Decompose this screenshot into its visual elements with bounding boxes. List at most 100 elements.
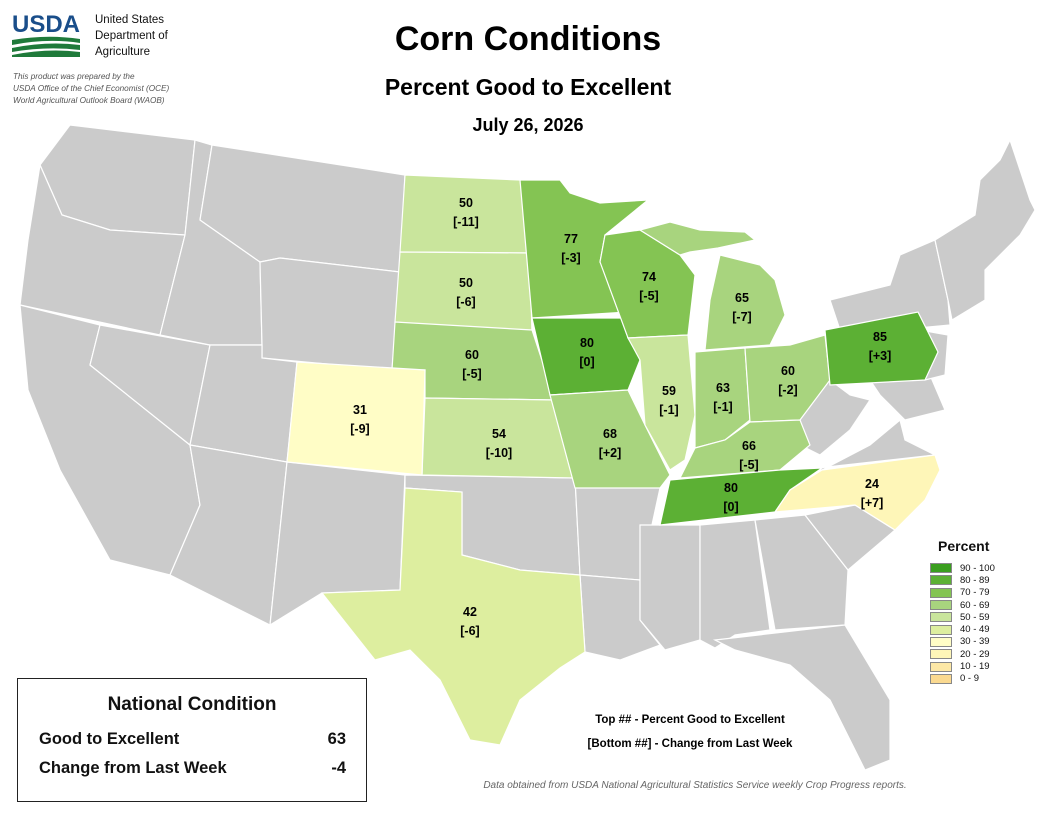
prepared-by-note: This product was prepared by the USDA Of…: [13, 72, 170, 105]
national-row-value: 63: [327, 730, 346, 748]
state-pennsylvania: [824, 311, 939, 386]
legend-swatch: [930, 624, 952, 635]
state-mississippi: [639, 524, 701, 651]
legend-title: Percent: [938, 538, 990, 554]
national-good-excellent-row: Good to Excellent 63: [18, 730, 366, 749]
state-value-label-illinois: 59: [662, 384, 676, 398]
state-change-label-indiana: [-1]: [713, 400, 732, 414]
state-north-dakota: [399, 174, 531, 254]
legend-swatch: [930, 612, 952, 623]
state-change-label-colorado: [-9]: [350, 422, 369, 436]
legend-label: 70 - 79: [960, 587, 990, 599]
state-value-label-indiana: 63: [716, 381, 730, 395]
state-labels: 50 [-11] 50 [-6] 60 [-5] 54 [-10] 31 [-9] 42 [-6] 77…: [350, 196, 891, 638]
state-change-label-wisconsin: [-5]: [639, 289, 658, 303]
source-note: Data obtained from USDA National Agricul…: [483, 780, 907, 791]
legend-item: 90 - 100: [930, 562, 1040, 574]
legend-item: 80 - 89: [930, 574, 1040, 586]
legend-label: 50 - 59: [960, 611, 990, 623]
state-value-label-iowa: 80: [580, 336, 594, 350]
state-value-label-tennessee: 80: [724, 481, 738, 495]
legend-label: 40 - 49: [960, 624, 990, 636]
state-utah: [189, 344, 298, 463]
national-row-label: Good to Excellent: [39, 730, 180, 748]
usda-logo: USDA: [12, 11, 80, 57]
map-subtitle: Percent Good to Excellent: [384, 74, 672, 100]
map-title: Corn Conditions: [394, 20, 662, 58]
state-colorado: [286, 361, 426, 476]
legend-swatch: [930, 649, 952, 660]
state-florida: [712, 624, 891, 771]
state-value-label-minnesota: 77: [564, 232, 578, 246]
legend-swatch: [930, 575, 952, 586]
state-change-label-iowa: [0]: [579, 355, 594, 369]
state-change-label-illinois: [-1]: [659, 403, 678, 417]
state-new-england: [934, 138, 1036, 321]
legend-label: 60 - 69: [960, 599, 990, 611]
state-value-label-pennsylvania: 85: [873, 330, 887, 344]
legend: Percent 90 - 100 80 - 89 70 - 79 60 - 69…: [930, 538, 1040, 685]
state-michigan: [704, 254, 786, 351]
state-value-label-wisconsin: 74: [642, 270, 656, 284]
state-texas: [320, 487, 586, 746]
state-value-label-north-carolina: 24: [865, 477, 879, 491]
state-change-label-south-dakota: [-6]: [456, 295, 475, 309]
legend-label: 30 - 39: [960, 636, 990, 648]
state-change-label-michigan: [-7]: [732, 310, 751, 324]
state-change-label-kentucky: [-5]: [739, 458, 758, 472]
state-missouri: [549, 389, 671, 489]
state-change-label-missouri: [+2]: [599, 446, 622, 460]
label-key-top: Top ## - Percent Good to Excellent: [595, 714, 785, 726]
state-michigan-upper-peninsula: [638, 221, 757, 256]
state-change-label-north-carolina: [+7]: [861, 496, 884, 510]
legend-label: 0 - 9: [960, 673, 980, 685]
national-condition-title: National Condition: [107, 694, 277, 715]
national-row-label: Change from Last Week: [39, 759, 227, 777]
legend-label: 90 - 100: [960, 562, 995, 574]
map-date: July 26, 2026: [472, 115, 584, 135]
label-key: Top ## - Percent Good to Excellent [Bott…: [540, 708, 840, 756]
legend-swatch: [930, 600, 952, 611]
legend-label: 10 - 19: [960, 661, 990, 673]
state-north-carolina: [773, 454, 941, 531]
legend-swatch: [930, 563, 952, 574]
state-value-label-north-dakota: 50: [459, 196, 473, 210]
state-illinois: [627, 334, 696, 471]
legend-item: 50 - 59: [930, 611, 1040, 623]
legend-swatch: [930, 673, 952, 684]
state-georgia: [754, 514, 849, 631]
state-change-label-texas: [-6]: [460, 624, 479, 638]
state-arizona: [169, 444, 288, 626]
legend-item: 0 - 9: [930, 673, 1040, 685]
national-change-row: Change from Last Week -4: [18, 759, 366, 778]
legend-item: 70 - 79: [930, 587, 1040, 599]
state-value-label-kentucky: 66: [742, 439, 756, 453]
state-value-label-kansas: 54: [492, 427, 506, 441]
state-change-label-minnesota: [-3]: [561, 251, 580, 265]
legend-swatch: [930, 661, 952, 672]
state-kentucky: [678, 419, 811, 479]
state-value-label-michigan: 65: [735, 291, 749, 305]
national-row-value: -4: [331, 759, 346, 777]
label-key-bottom: [Bottom ##] - Change from Last Week: [587, 738, 793, 750]
state-iowa: [531, 317, 641, 396]
legend-item: 20 - 29: [930, 648, 1040, 660]
agency-name: United States Department of Agriculture: [95, 14, 168, 58]
state-change-label-tennessee: [0]: [723, 500, 738, 514]
state-value-label-colorado: 31: [353, 403, 367, 417]
state-new-york: [829, 239, 951, 331]
state-change-label-nebraska: [-5]: [462, 367, 481, 381]
state-change-label-ohio: [-2]: [778, 383, 797, 397]
state-value-label-texas: 42: [463, 605, 477, 619]
legend-swatch: [930, 587, 952, 598]
state-change-label-north-dakota: [-11]: [453, 215, 479, 229]
reported-states: [286, 174, 941, 746]
state-change-label-pennsylvania: [+3]: [869, 349, 892, 363]
state-value-label-south-dakota: 50: [459, 276, 473, 290]
legend-item: 40 - 49: [930, 623, 1040, 635]
state-wyoming: [259, 257, 401, 371]
no-data-states: [19, 124, 1036, 771]
legend-item: 30 - 39: [930, 636, 1040, 648]
state-value-label-nebraska: 60: [465, 348, 479, 362]
